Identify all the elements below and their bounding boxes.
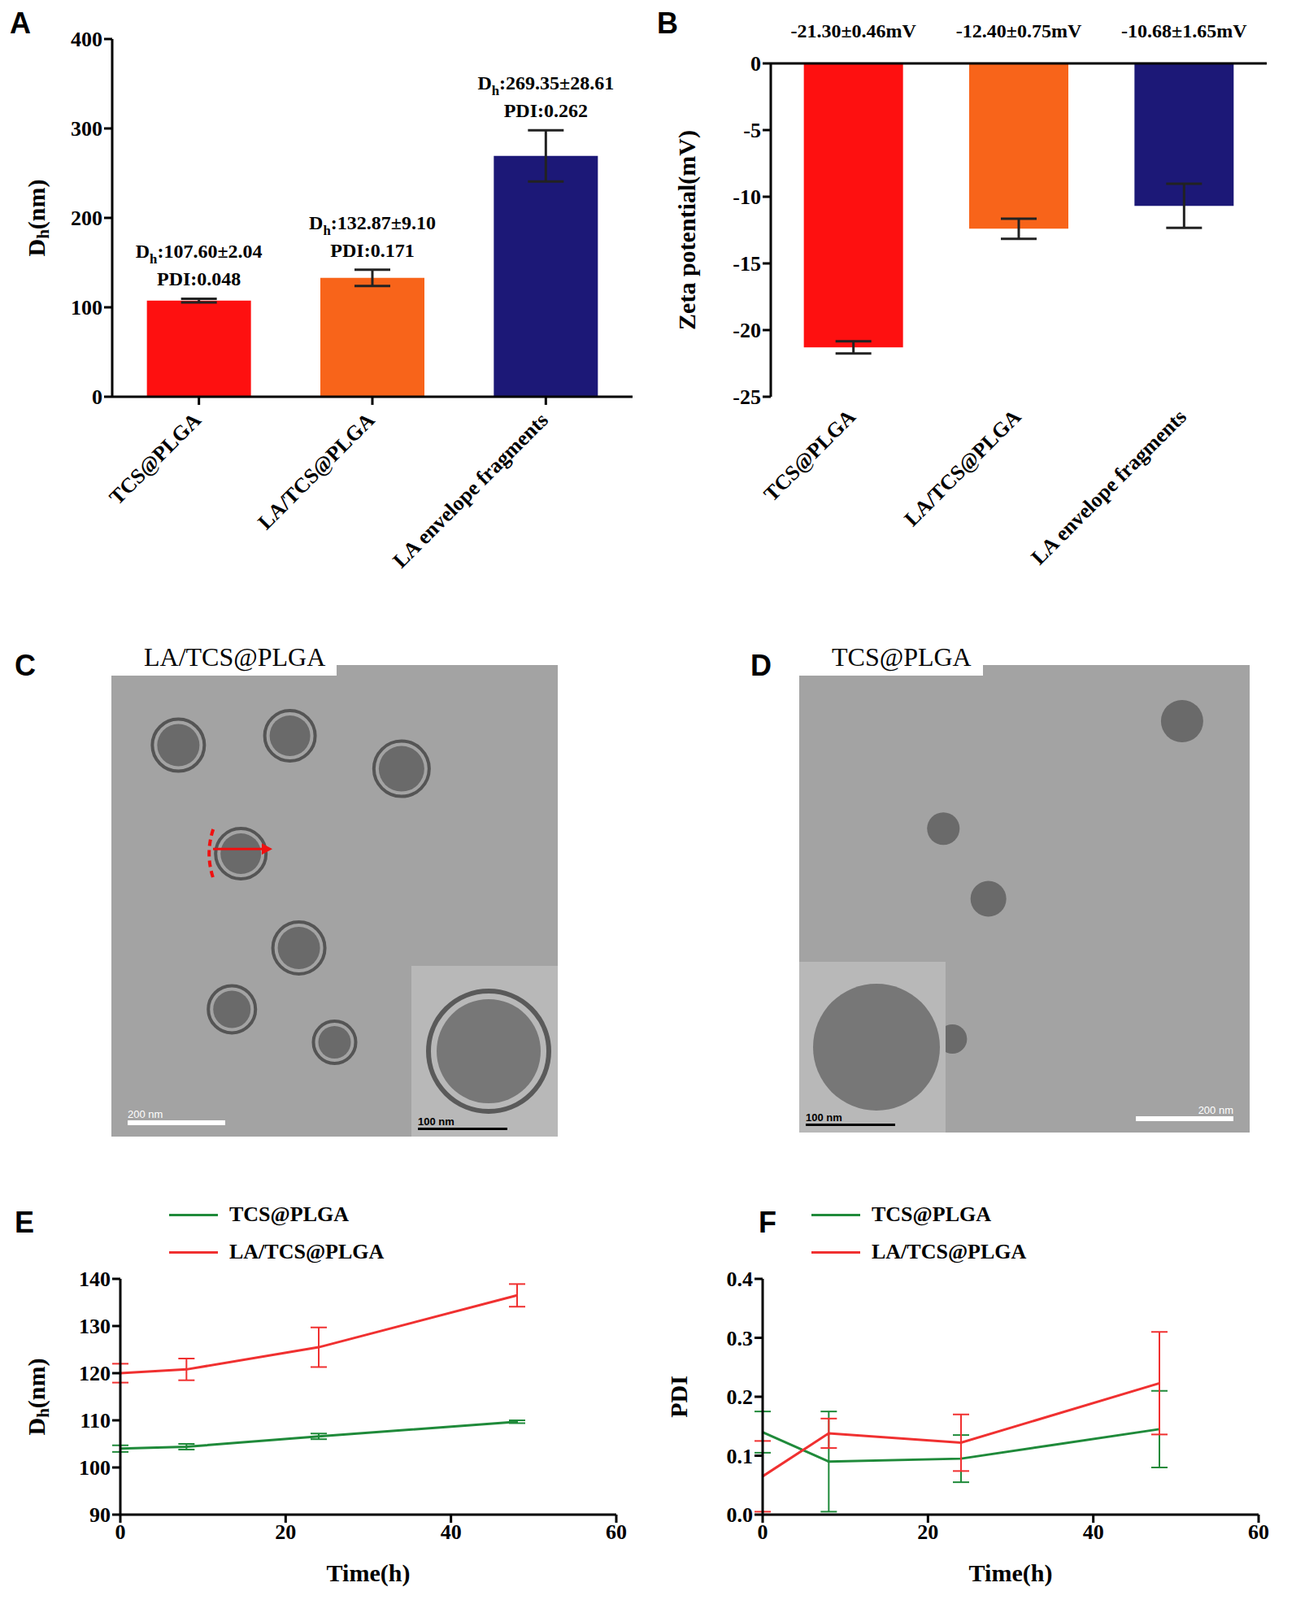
svg-text:0.4: 0.4 [726,1267,754,1292]
html-text:A: A [9,6,31,40]
html-text:C: C [14,648,36,683]
html-text:TCS@PLGA: TCS@PLGA [871,1202,992,1227]
svg-text:Dh(nm): Dh(nm) [22,1357,53,1436]
svg-text:40: 40 [440,1520,462,1544]
html-text:D: D [750,648,772,683]
html-text:LA/TCS@PLGA: LA/TCS@PLGA [143,642,326,672]
html-text:B: B [656,6,679,40]
svg-text:20: 20 [917,1520,939,1544]
svg-text:PDI:0.048: PDI:0.048 [156,268,241,290]
svg-text:300: 300 [70,117,103,141]
html-text:TCS@PLGA: TCS@PLGA [831,642,972,672]
svg-text:0.0: 0.0 [726,1503,754,1527]
svg-text:130: 130 [78,1314,111,1339]
svg-text:120: 120 [78,1361,111,1386]
svg-text:LA envelope fragments: LA envelope fragments [1026,404,1191,570]
svg-text:LA/TCS@PLGA: LA/TCS@PLGA [252,408,379,535]
html-text:LA/TCS@PLGA: LA/TCS@PLGA [871,1239,1027,1264]
html-text:LA/TCS@PLGA: LA/TCS@PLGA [229,1239,385,1264]
svg-text:20: 20 [274,1520,296,1544]
svg-text:60: 60 [1248,1520,1270,1544]
svg-text:Time(h): Time(h) [326,1559,411,1588]
svg-text:PDI:0.262: PDI:0.262 [504,100,588,122]
html-text:TCS@PLGA: TCS@PLGA [229,1202,349,1227]
svg-text:Dh:269.35±28.61: Dh:269.35±28.61 [477,72,614,99]
svg-text:-10: -10 [732,185,762,209]
svg-text:0: 0 [757,1520,769,1544]
svg-text:TCS@PLGA: TCS@PLGA [759,404,862,507]
svg-text:Dh:132.87±9.10: Dh:132.87±9.10 [308,212,436,239]
svg-text:Zeta potential(mV): Zeta potential(mV) [673,130,701,331]
svg-text:100: 100 [70,295,103,320]
html-text:200 nm: 200 nm [1198,1104,1234,1117]
svg-text:40: 40 [1082,1520,1105,1544]
svg-text:0.2: 0.2 [726,1385,754,1410]
svg-text:-5: -5 [743,118,762,143]
svg-text:0: 0 [91,385,103,409]
svg-text:140: 140 [78,1267,111,1292]
svg-text:LA envelope fragments: LA envelope fragments [387,408,553,573]
svg-text:-25: -25 [732,385,762,409]
svg-text:90: 90 [89,1503,111,1527]
svg-text:110: 110 [79,1409,111,1433]
svg-text:LA/TCS@PLGA: LA/TCS@PLGA [899,404,1026,531]
svg-text:100: 100 [78,1456,111,1480]
svg-text:Dh(nm): Dh(nm) [22,178,53,257]
svg-text:200: 200 [70,206,103,231]
svg-text:-20: -20 [732,318,762,343]
html-text:100 nm: 100 nm [417,1115,455,1128]
svg-text:0: 0 [115,1520,127,1544]
svg-text:0.1: 0.1 [726,1444,754,1469]
svg-text:Dh:107.60±2.04: Dh:107.60±2.04 [135,240,263,267]
svg-text:-15: -15 [732,252,762,276]
svg-text:PDI:0.171: PDI:0.171 [330,239,414,261]
svg-text:400: 400 [70,27,103,52]
html-text:F: F [758,1205,777,1240]
svg-text:60: 60 [605,1520,627,1544]
svg-text:TCS@PLGA: TCS@PLGA [104,408,207,510]
svg-text:Time(h): Time(h) [969,1559,1053,1588]
html-text:200 nm: 200 nm [127,1108,163,1121]
svg-text:-10.68±1.65mV: -10.68±1.65mV [1121,20,1248,42]
svg-text:PDI: PDI [665,1375,692,1418]
html-text:100 nm: 100 nm [805,1111,843,1124]
svg-text:-21.30±0.46mV: -21.30±0.46mV [790,20,917,42]
svg-text:0: 0 [750,52,762,76]
svg-text:0.3: 0.3 [726,1326,754,1351]
svg-text:-12.40±0.75mV: -12.40±0.75mV [956,20,1083,42]
html-text:E: E [14,1205,35,1240]
